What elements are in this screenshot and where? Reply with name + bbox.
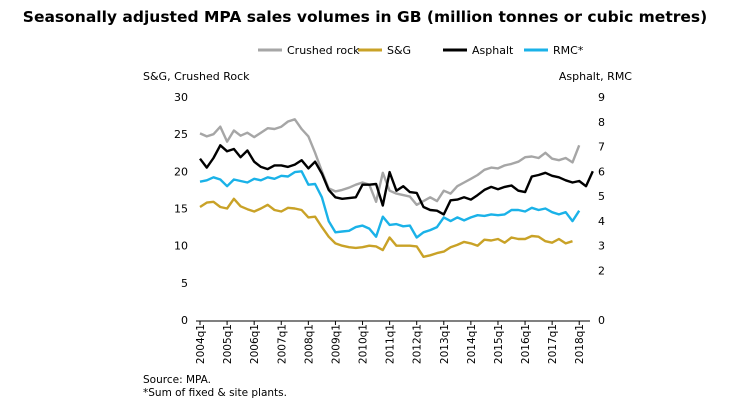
right-tick-label: 5 [598,190,605,203]
x-tick-label: 2016q1 [520,324,532,364]
x-tick-label: 2014q1 [466,324,478,364]
x-tick-label: 2009q1 [330,324,342,364]
series-group [199,118,594,258]
series-line-crushed-rock [199,118,581,207]
x-tick-label: 2017q1 [547,324,559,364]
x-tick-label: 2008q1 [303,324,315,364]
x-tick-label: 2018q1 [574,324,586,364]
series-line-asphalt [199,144,594,216]
right-axis-label: Asphalt, RMC [559,70,632,83]
x-tick-label: 2006q1 [249,324,261,364]
left-tick-label: 25 [174,128,188,141]
source-note: Source: MPA. [143,374,211,386]
footnote: *Sum of fixed & site plants. [143,387,287,399]
x-tick-label: 2012q1 [412,324,424,364]
x-tick-label: 2004q1 [195,324,207,364]
left-axis-label: S&G, Crushed Rock [143,70,250,83]
x-axis: 2004q1 2005q1 2006q1 2007q1 2008q1 2009q1 2010… [195,321,586,364]
series-line-rmc [199,170,581,239]
left-tick-label: 10 [174,240,188,253]
right-tick-label: 4 [598,215,605,228]
left-tick-label: 0 [181,314,188,327]
right-tick-label: 3 [598,240,605,253]
right-tick-label: 0 [598,314,605,327]
left-axis: 0 5 10 15 20 25 30 [174,91,188,327]
legend: Crushed rock S&G Asphalt RMC* [258,44,584,57]
right-tick-label: 9 [598,91,605,104]
x-tick-label: 2013q1 [439,324,451,364]
legend-label-s-g: S&G [387,44,411,57]
right-tick-label: 6 [598,165,605,178]
right-axis: 0 2 3 4 5 6 7 8 9 [598,91,605,327]
left-tick-label: 20 [174,165,188,178]
x-tick-label: 2010q1 [358,324,370,364]
series-line-s-g [199,197,573,258]
x-tick-label: 2015q1 [493,324,505,364]
x-tick-label: 2011q1 [385,324,397,364]
x-tick-label: 2007q1 [276,324,288,364]
legend-label-crushed-rock: Crushed rock [287,44,360,57]
right-tick-label: 7 [598,141,605,154]
x-tick-label: 2005q1 [222,324,234,364]
right-tick-label: 2 [598,264,605,277]
legend-label-rmc: RMC* [553,44,584,57]
right-tick-label: 8 [598,116,605,129]
left-tick-label: 15 [174,203,188,216]
chart-title: Seasonally adjusted MPA sales volumes in… [23,8,707,26]
left-tick-label: 30 [174,91,188,104]
left-tick-label: 5 [181,277,188,290]
legend-label-asphalt: Asphalt [472,44,514,57]
